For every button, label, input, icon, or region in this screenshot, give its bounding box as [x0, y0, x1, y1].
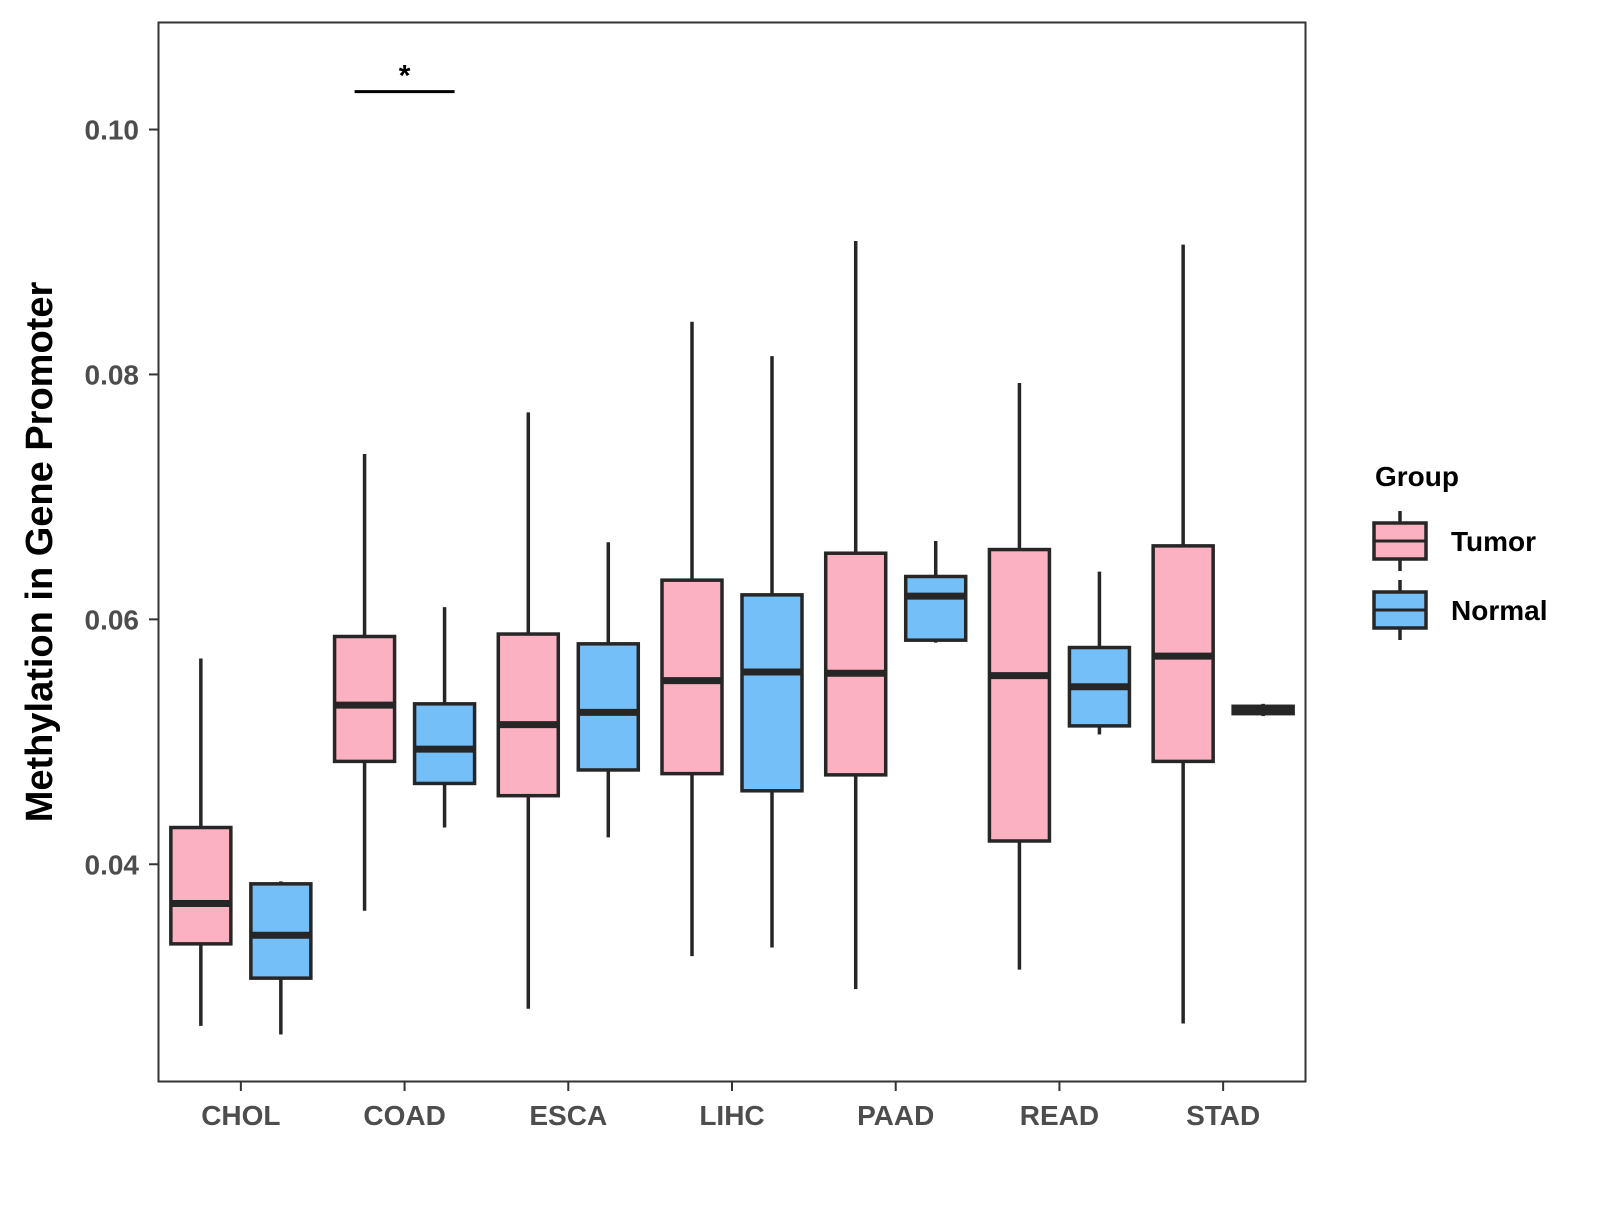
significance-label-coad: *: [399, 60, 411, 93]
box-normal-paad: [903, 540, 968, 643]
box-tumor-chol: [169, 658, 233, 1026]
box-normal-chol: [249, 881, 313, 1035]
box-normal-read: [1067, 571, 1132, 735]
box-tumor-coad: [332, 454, 397, 911]
x-tick-label-read: READ: [1020, 1100, 1099, 1131]
box-tumor-stad: [1151, 244, 1215, 1024]
box-body-tumor-esca: [496, 632, 561, 798]
box-normal-coad: [412, 607, 477, 828]
legend: Group Tumor Normal: [1372, 461, 1547, 640]
y-tick-label-1: 0.06: [85, 604, 140, 635]
panel-border: [157, 21, 1307, 1083]
legend-label-normal: Normal: [1451, 595, 1547, 626]
box-body-normal-esca: [576, 642, 641, 772]
box-tumor-paad: [823, 240, 888, 990]
box-body-tumor-read: [987, 547, 1052, 843]
legend-item-normal: Normal: [1372, 580, 1547, 640]
box-body-normal-chol: [249, 882, 313, 980]
annotations-layer: *: [354, 60, 455, 94]
y-tick-label-2: 0.08: [85, 359, 140, 390]
box-tumor-lihc: [660, 321, 724, 957]
box-body-tumor-chol: [169, 825, 233, 946]
box-normal-stad: [1231, 703, 1295, 717]
legend-item-tumor: Tumor: [1372, 511, 1536, 571]
box-body-normal-lihc: [740, 593, 804, 793]
x-tick-label-paad: PAAD: [857, 1100, 934, 1131]
x-tick-label-esca: ESCA: [529, 1100, 607, 1131]
y-axis: 0.04 0.06 0.08 0.10: [85, 115, 159, 880]
legend-title: Group: [1375, 461, 1459, 492]
box-normal-esca: [576, 542, 641, 838]
x-tick-label-lihc: LIHC: [699, 1100, 764, 1131]
box-normal-lihc: [740, 356, 804, 948]
box-body-normal-paad: [903, 574, 968, 642]
x-tick-label-chol: CHOL: [201, 1100, 280, 1131]
y-tick-label-0: 0.04: [85, 849, 140, 880]
box-body-normal-coad: [412, 702, 477, 786]
legend-label-tumor: Tumor: [1451, 526, 1536, 557]
box-body-tumor-lihc: [660, 578, 724, 776]
box-tumor-esca: [496, 412, 561, 1009]
x-tick-label-coad: COAD: [363, 1100, 445, 1131]
x-tick-label-stad: STAD: [1186, 1100, 1260, 1131]
boxes-layer: [169, 240, 1295, 1035]
y-axis-title: Methylation in Gene Promoter: [19, 282, 61, 823]
y-tick-label-3: 0.10: [85, 115, 140, 146]
x-axis: CHOL COAD ESCA LIHC PAAD READ STAD: [201, 1081, 1260, 1131]
box-body-tumor-coad: [332, 634, 397, 764]
box-tumor-read: [987, 383, 1052, 970]
box-body-tumor-paad: [823, 551, 888, 777]
